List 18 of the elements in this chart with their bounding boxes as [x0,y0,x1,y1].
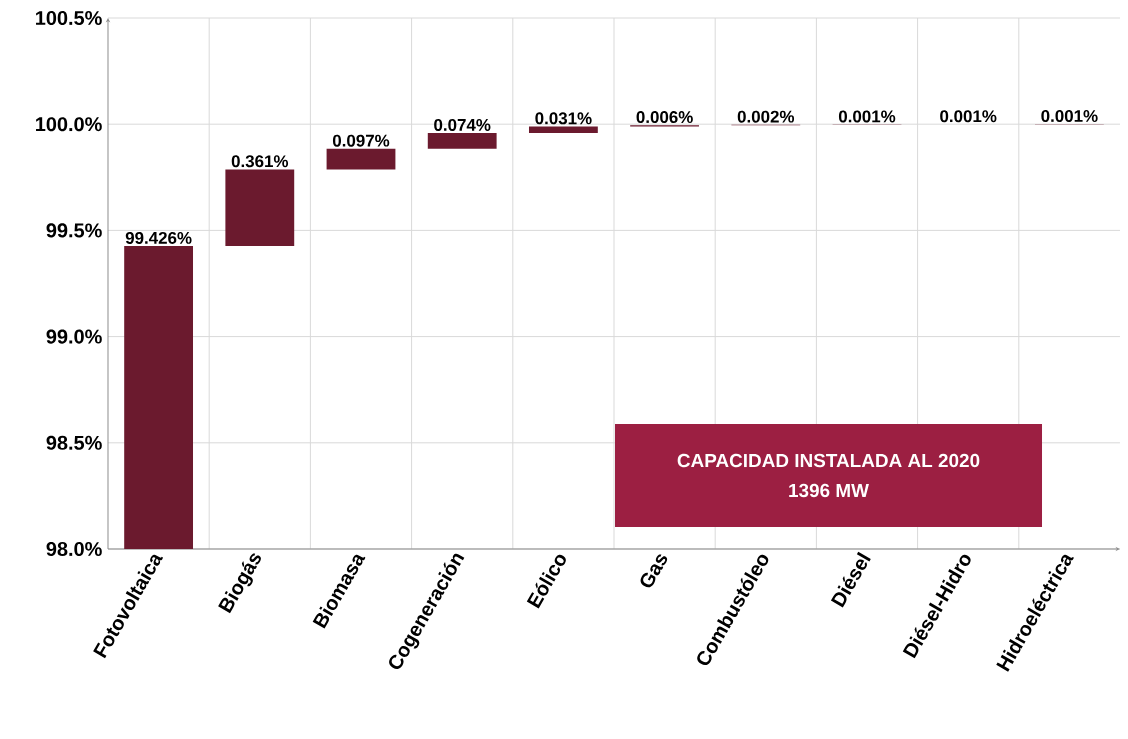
y-tick-label: 100.5% [36,10,102,26]
data-label: 0.001% [838,110,896,123]
y-tick-label: 100.0% [36,117,102,132]
y-tick-label: 98.5% [46,435,102,450]
data-label: 0.361% [231,155,289,168]
y-tick-label: 99.5% [46,223,102,238]
data-label: 0.006% [636,111,693,124]
annotation: 1396 MW [789,483,869,498]
y-tick-label: 99.0% [46,329,102,344]
data-label: 0.031% [535,112,592,125]
data-label: 0.001% [1041,110,1098,122]
data-label: 99.426% [125,231,192,244]
annotation: CAPACIDAD INSTALADA AL 2020 [677,453,980,468]
data-label: 0.002% [737,110,795,123]
data-label: 0.097% [332,134,390,147]
y-tick-label: 98.0% [46,541,102,557]
data-label: 0.001% [940,110,997,123]
data-label: 0.074% [434,118,491,131]
